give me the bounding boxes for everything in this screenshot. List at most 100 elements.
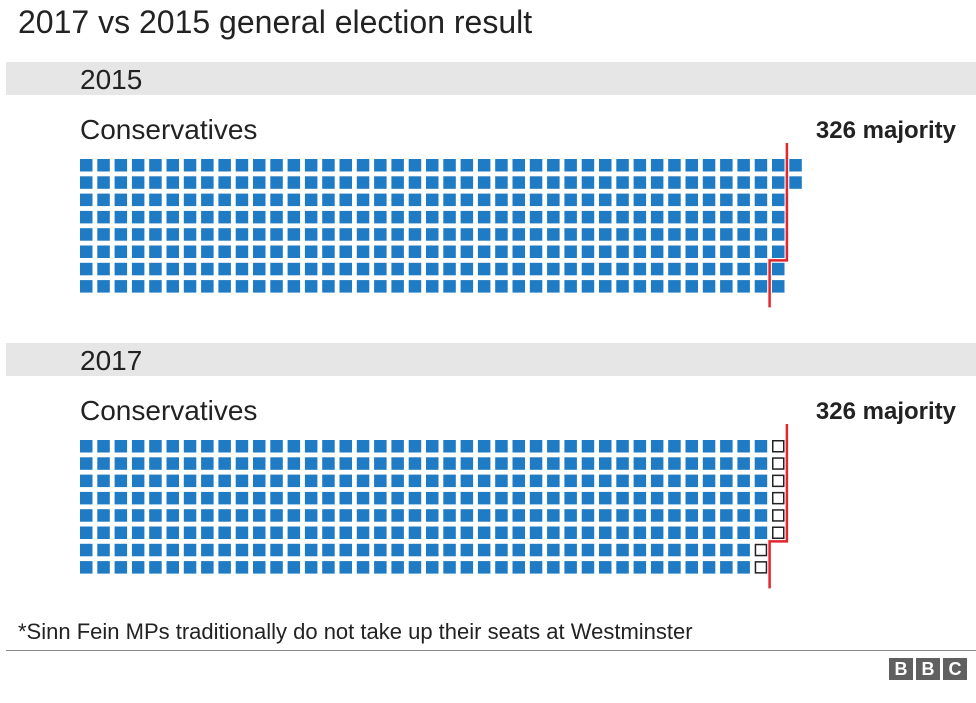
seat-square bbox=[512, 526, 525, 539]
seat-square bbox=[529, 474, 543, 488]
seat-square bbox=[650, 245, 664, 258]
seat-square bbox=[668, 245, 681, 258]
seat-square bbox=[374, 159, 387, 172]
seat-square bbox=[737, 280, 750, 293]
seat-square bbox=[131, 526, 145, 539]
seat-square bbox=[443, 474, 456, 488]
seat-square bbox=[97, 457, 110, 470]
seat-square bbox=[443, 280, 456, 293]
seat-square bbox=[720, 245, 733, 258]
seat-square bbox=[426, 440, 439, 453]
seat-square bbox=[633, 245, 647, 258]
seat-square bbox=[322, 491, 335, 505]
seat-square bbox=[97, 176, 110, 189]
seat-square bbox=[339, 210, 352, 224]
seat-square bbox=[80, 543, 93, 557]
seat-square bbox=[114, 561, 128, 574]
seat-square bbox=[789, 176, 802, 189]
seat-square bbox=[131, 176, 145, 189]
seat-square bbox=[477, 440, 491, 453]
seat-square bbox=[426, 561, 439, 574]
seat-square bbox=[547, 159, 560, 172]
seat-square bbox=[235, 509, 249, 522]
seat-square bbox=[131, 193, 145, 207]
seat-square bbox=[201, 561, 214, 574]
seat-square bbox=[754, 457, 768, 470]
seat-square bbox=[426, 210, 439, 224]
seat-square bbox=[270, 543, 283, 557]
seat-square bbox=[599, 474, 612, 488]
seat-square bbox=[426, 262, 439, 276]
seat-square bbox=[512, 474, 525, 488]
seat-square bbox=[183, 280, 197, 293]
seat-square bbox=[426, 159, 439, 172]
seat-square bbox=[80, 159, 93, 172]
seat-square bbox=[495, 440, 508, 453]
seat-square bbox=[443, 228, 456, 241]
seat-square bbox=[737, 526, 750, 539]
seat-square bbox=[253, 543, 266, 557]
seat-square bbox=[668, 543, 681, 557]
seat-square bbox=[201, 193, 214, 207]
seat-square bbox=[633, 176, 647, 189]
seat-square bbox=[702, 491, 716, 505]
seat-square bbox=[737, 262, 750, 276]
seat-square bbox=[547, 543, 560, 557]
seat-square bbox=[131, 280, 145, 293]
seat-square bbox=[391, 176, 404, 189]
seat-square bbox=[685, 280, 698, 293]
seat-square bbox=[633, 159, 647, 172]
seat-square bbox=[183, 543, 197, 557]
seat-square bbox=[218, 159, 231, 172]
seat-square bbox=[564, 543, 577, 557]
seat-square bbox=[512, 210, 525, 224]
seat-square bbox=[356, 543, 370, 557]
seat-square bbox=[581, 440, 595, 453]
seat-square bbox=[149, 474, 162, 488]
seat-square bbox=[374, 457, 387, 470]
seat-square bbox=[460, 245, 474, 258]
seat-square bbox=[685, 457, 698, 470]
seat-square bbox=[287, 159, 301, 172]
majority-label-2017: 326 majority bbox=[815, 398, 956, 425]
seat-square bbox=[512, 457, 525, 470]
seat-square bbox=[356, 561, 370, 574]
seat-square bbox=[564, 491, 577, 505]
seat-square bbox=[616, 491, 629, 505]
seat-square bbox=[270, 245, 283, 258]
seat-square bbox=[633, 280, 647, 293]
seat-square bbox=[564, 280, 577, 293]
seat-square bbox=[599, 561, 612, 574]
seat-square bbox=[737, 193, 750, 207]
seat-square bbox=[131, 159, 145, 172]
seat-square bbox=[356, 526, 370, 539]
seat-square bbox=[131, 440, 145, 453]
seat-square bbox=[183, 561, 197, 574]
seat-square bbox=[97, 440, 110, 453]
seat-square bbox=[253, 280, 266, 293]
seat-square bbox=[529, 245, 543, 258]
year-band-2017: 2017 bbox=[6, 343, 976, 376]
seat-square bbox=[772, 245, 785, 258]
seat-square bbox=[114, 526, 128, 539]
seat-square bbox=[131, 228, 145, 241]
seat-square bbox=[564, 228, 577, 241]
seat-short-of-majority bbox=[772, 457, 785, 470]
seat-square bbox=[97, 543, 110, 557]
seat-square bbox=[304, 491, 318, 505]
seat-square bbox=[218, 561, 231, 574]
seat-square bbox=[477, 262, 491, 276]
seat-square bbox=[270, 561, 283, 574]
seat-square bbox=[356, 193, 370, 207]
bbc-logo-letter: C bbox=[943, 658, 967, 680]
seat-square bbox=[322, 176, 335, 189]
seat-square bbox=[581, 543, 595, 557]
seat-square bbox=[495, 280, 508, 293]
seat-square bbox=[426, 176, 439, 189]
seat-square bbox=[149, 245, 162, 258]
seat-square bbox=[720, 457, 733, 470]
seat-square bbox=[668, 262, 681, 276]
seat-square bbox=[253, 210, 266, 224]
seat-square bbox=[183, 474, 197, 488]
